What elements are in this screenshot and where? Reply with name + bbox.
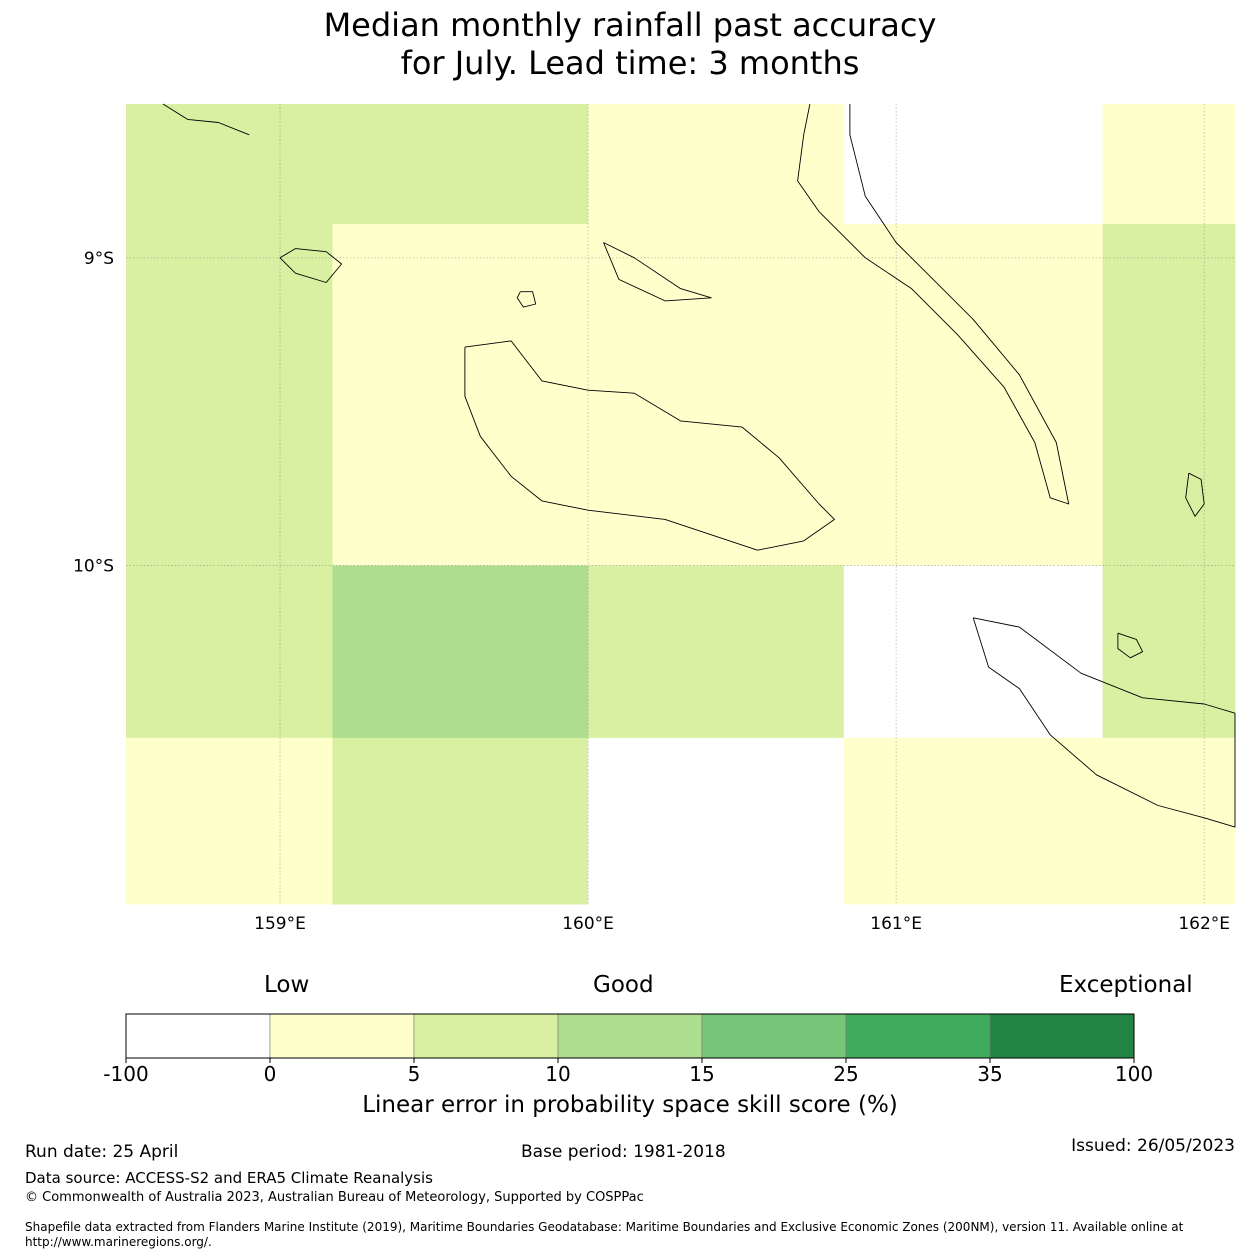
colorbar-category-exceptional: Exceptional: [1059, 972, 1193, 998]
coastline-malaita-north: [797, 103, 1070, 505]
lon-tick-label-161: 161°E: [870, 914, 922, 934]
issued-date: Issued: 26/05/2023: [1071, 1136, 1235, 1156]
coastline-new-georgia-tip: [162, 103, 250, 136]
grid-cell-16: [332, 737, 589, 905]
run-date: Run date: 25 April: [25, 1142, 179, 1162]
lon-tick-label-160: 160°E: [562, 914, 614, 934]
chart-title-line-1: Median monthly rainfall past accuracy: [323, 6, 937, 44]
grid-cell-15: [126, 737, 333, 905]
lon-tick-label-159: 159°E: [254, 914, 306, 934]
coastline-savo-island: [516, 291, 537, 308]
grid-cell-8: [843, 224, 1104, 567]
colorbar-label-0: -100: [103, 1062, 148, 1086]
coastline-ulawa-island: [1185, 472, 1205, 517]
grid-cell-19: [1102, 737, 1236, 905]
colorbar-label-7: 100: [1115, 1062, 1153, 1086]
colorbar-segment-4: [701, 1013, 847, 1059]
colorbar-label-4: 15: [689, 1062, 714, 1086]
grid-cell-10: [126, 565, 333, 739]
colorbar-segment-5: [845, 1013, 991, 1059]
colorbar-label-1: 0: [264, 1062, 277, 1086]
grid-cell-2: [588, 104, 845, 225]
grid-cell-5: [126, 224, 333, 567]
colorbar-label-6: 35: [977, 1062, 1002, 1086]
colorbar-segment-3: [557, 1013, 703, 1059]
coastline-uki-island: [1117, 632, 1144, 659]
data-source: Data source: ACCESS-S2 and ERA5 Climate …: [25, 1169, 433, 1187]
lon-tick-label-162: 162°E: [1178, 914, 1230, 934]
colorbar-category-good: Good: [593, 972, 654, 998]
colorbar-segment-0: [125, 1013, 271, 1059]
coastline-san-cristobal: [972, 617, 1236, 828]
shapefile-credit: Shapefile data extracted from Flanders M…: [25, 1220, 1184, 1249]
grid-cell-9: [1102, 224, 1236, 567]
grid-cell-18: [843, 737, 1104, 905]
grid-cell-7: [588, 224, 845, 567]
grid-cell-13: [843, 565, 1104, 739]
colorbar-label-3: 10: [545, 1062, 570, 1086]
grid-cell-6: [332, 224, 589, 567]
coastline-florida-islands: [603, 242, 712, 302]
grid-cell-14: [1102, 565, 1236, 739]
chart-title-line-2: for July. Lead time: 3 months: [400, 44, 860, 82]
colorbar-axis-title: Linear error in probability space skill …: [362, 1092, 898, 1118]
colorbar-segment-6: [989, 1013, 1135, 1059]
grid-cell-12: [588, 565, 845, 739]
coastline-guadalcanal: [464, 340, 835, 551]
chart-title: Median monthly rainfall past accuracy fo…: [0, 6, 1260, 82]
colorbar-segment-1: [269, 1013, 415, 1059]
coastline-russell-islands: [279, 248, 343, 283]
lat-tick-label-10: 10°S: [73, 557, 114, 577]
grid-cell-1: [332, 104, 589, 225]
colorbar-label-5: 25: [833, 1062, 858, 1086]
copyright: © Commonwealth of Australia 2023, Austra…: [25, 1190, 644, 1205]
grid-cell-4: [1102, 104, 1236, 225]
lat-tick-label-9: 9°S: [84, 249, 114, 269]
grid-cell-3: [843, 104, 1104, 225]
base-period: Base period: 1981-2018: [521, 1142, 726, 1162]
colorbar-category-low: Low: [264, 972, 310, 998]
colorbar-segment-2: [413, 1013, 559, 1059]
colorbar-label-2: 5: [408, 1062, 421, 1086]
colorbar-frame: [125, 1013, 1135, 1059]
grid-cell-0: [126, 104, 333, 225]
grid-cell-17: [588, 737, 845, 905]
grid-cell-11: [332, 565, 589, 739]
